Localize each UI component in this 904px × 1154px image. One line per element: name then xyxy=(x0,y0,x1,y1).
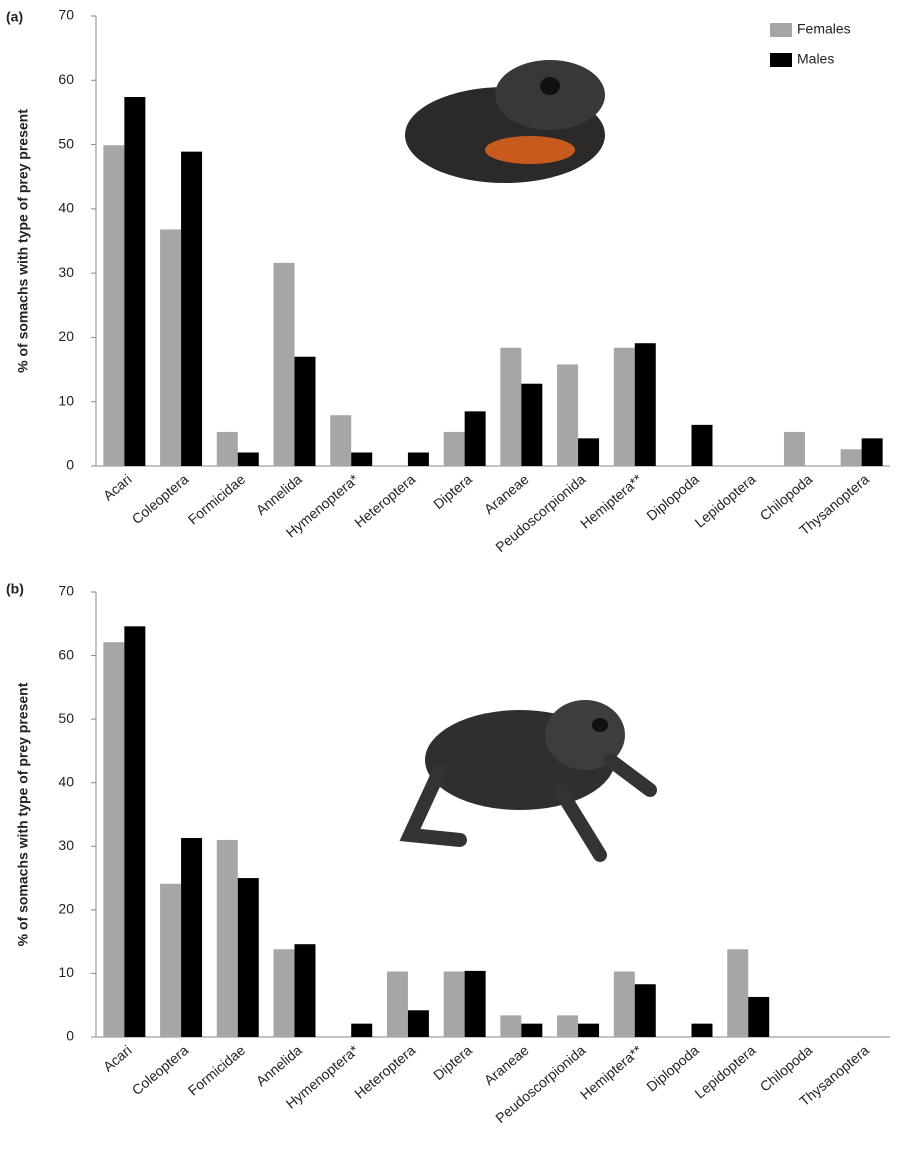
y-tick-label: 50 xyxy=(58,135,74,151)
x-tick-label: Formicidae xyxy=(185,1042,248,1099)
bar xyxy=(295,944,316,1037)
x-tick-label: Hemiptera** xyxy=(577,1042,646,1103)
bar xyxy=(748,997,769,1037)
bar xyxy=(160,884,181,1037)
bar xyxy=(521,1024,542,1037)
bar xyxy=(330,415,351,466)
x-tick-label: Annelida xyxy=(253,471,305,518)
y-tick-label: 30 xyxy=(58,837,74,853)
x-tick-label: Annelida xyxy=(253,1042,305,1089)
x-tick-label: Lepidoptera xyxy=(692,1042,759,1102)
x-tick-label: Heteroptera xyxy=(351,1042,418,1102)
y-tick-label: 10 xyxy=(58,392,74,408)
y-axis-title: % of somachs with type of prey present xyxy=(15,682,31,946)
bar xyxy=(274,949,295,1037)
panel-label: (a) xyxy=(6,9,23,25)
y-tick-label: 70 xyxy=(58,7,74,23)
x-tick-label: Diptera xyxy=(430,471,475,512)
y-tick-label: 10 xyxy=(58,964,74,980)
bar xyxy=(635,343,656,466)
bar xyxy=(692,425,713,466)
bar xyxy=(862,438,883,466)
x-tick-label: Diplopoda xyxy=(643,471,702,524)
y-tick-label: 60 xyxy=(58,646,74,662)
x-tick-label: Diplopoda xyxy=(643,1042,702,1095)
panel-label: (b) xyxy=(6,581,24,597)
bar xyxy=(500,348,521,466)
legend-swatch xyxy=(770,23,792,37)
bar xyxy=(217,840,238,1037)
y-tick-label: 70 xyxy=(58,583,74,599)
x-tick-label: Araneae xyxy=(481,1042,532,1088)
bar xyxy=(784,432,805,466)
bar xyxy=(103,642,124,1037)
legend-label: Females xyxy=(797,21,851,37)
y-tick-label: 50 xyxy=(58,710,74,726)
y-tick-label: 20 xyxy=(58,901,74,917)
y-tick-label: 0 xyxy=(66,457,74,473)
y-tick-label: 40 xyxy=(58,773,74,789)
bar xyxy=(692,1024,713,1037)
frog-photo-b xyxy=(410,700,650,855)
bar xyxy=(408,1010,429,1037)
y-tick-label: 60 xyxy=(58,71,74,87)
bar xyxy=(557,364,578,466)
x-tick-label: Coleoptera xyxy=(129,1042,192,1098)
bar xyxy=(727,949,748,1037)
x-tick-label: Acari xyxy=(100,471,135,504)
x-tick-label: Coleoptera xyxy=(129,471,192,527)
bar xyxy=(181,838,202,1037)
bar xyxy=(444,432,465,466)
bar xyxy=(500,1015,521,1037)
y-axis-title: % of somachs with type of prey present xyxy=(15,109,31,373)
x-tick-label: Acari xyxy=(100,1042,135,1075)
bar xyxy=(351,1024,372,1037)
bar xyxy=(295,357,316,466)
bar xyxy=(578,1024,599,1037)
bar xyxy=(614,348,635,466)
legend-label: Males xyxy=(797,51,834,67)
bar xyxy=(124,626,145,1037)
x-tick-label: Araneae xyxy=(481,471,532,517)
bar xyxy=(465,971,486,1037)
bar xyxy=(635,984,656,1037)
legend-swatch xyxy=(770,53,792,67)
bar xyxy=(160,229,181,466)
bar xyxy=(841,449,862,466)
x-tick-label: Chilopoda xyxy=(757,1042,816,1095)
bar xyxy=(238,878,259,1037)
x-tick-label: Formicidae xyxy=(185,471,248,528)
x-tick-label: Heteroptera xyxy=(351,471,418,531)
bar xyxy=(124,97,145,466)
y-tick-label: 0 xyxy=(66,1028,74,1044)
y-tick-label: 20 xyxy=(58,328,74,344)
bar xyxy=(274,263,295,466)
bar xyxy=(387,972,408,1037)
bar xyxy=(103,145,124,466)
y-tick-label: 30 xyxy=(58,264,74,280)
bar xyxy=(557,1015,578,1037)
y-tick-label: 40 xyxy=(58,200,74,216)
bar xyxy=(238,453,259,467)
page: {"chart_data": [ {"type": "bar", "panel_… xyxy=(0,0,904,1154)
bar xyxy=(217,432,238,466)
bar xyxy=(578,438,599,466)
figure: (a) % of somachs with type of prey presen… xyxy=(0,0,904,1154)
bar xyxy=(465,411,486,466)
bar xyxy=(408,453,429,467)
x-tick-label: Chilopoda xyxy=(757,471,816,524)
x-tick-label: Diptera xyxy=(430,1042,475,1083)
bar xyxy=(444,972,465,1037)
x-tick-label: Hemiptera** xyxy=(577,471,646,532)
bar xyxy=(181,152,202,466)
bar xyxy=(614,972,635,1037)
bar xyxy=(521,384,542,466)
bar xyxy=(351,453,372,467)
frog-photo-a xyxy=(405,60,605,183)
x-tick-label: Lepidoptera xyxy=(692,471,759,531)
